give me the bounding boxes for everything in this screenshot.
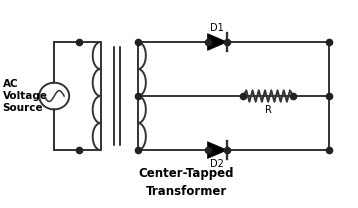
- Text: AC
Voltage
Source: AC Voltage Source: [3, 79, 48, 113]
- Text: D1: D1: [211, 23, 224, 33]
- Text: Center-Tapped: Center-Tapped: [139, 167, 234, 180]
- Polygon shape: [208, 34, 227, 50]
- Text: R: R: [265, 105, 272, 115]
- Text: D2: D2: [211, 159, 224, 169]
- Polygon shape: [208, 142, 227, 158]
- Text: Transformer: Transformer: [145, 185, 227, 198]
